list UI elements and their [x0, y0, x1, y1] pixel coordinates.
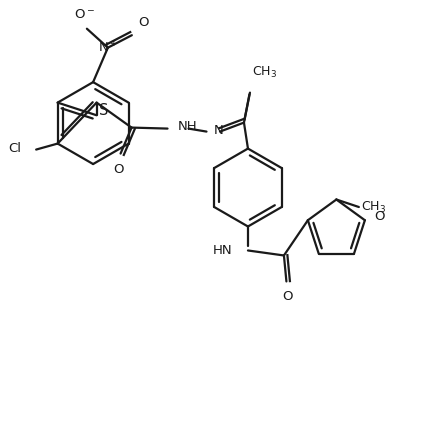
Text: CH$_3$: CH$_3$ [361, 199, 386, 215]
Text: Cl: Cl [8, 142, 21, 155]
Text: N$^+$: N$^+$ [98, 40, 118, 55]
Text: NH: NH [178, 120, 198, 133]
Text: O: O [374, 210, 384, 223]
Text: CH$_3$: CH$_3$ [253, 65, 278, 80]
Text: N: N [213, 124, 223, 137]
Text: O: O [138, 16, 148, 29]
Text: O: O [282, 291, 293, 303]
Text: HN: HN [212, 244, 232, 257]
Text: O: O [113, 163, 123, 176]
Text: O$^-$: O$^-$ [74, 8, 95, 21]
Text: S: S [99, 103, 109, 118]
